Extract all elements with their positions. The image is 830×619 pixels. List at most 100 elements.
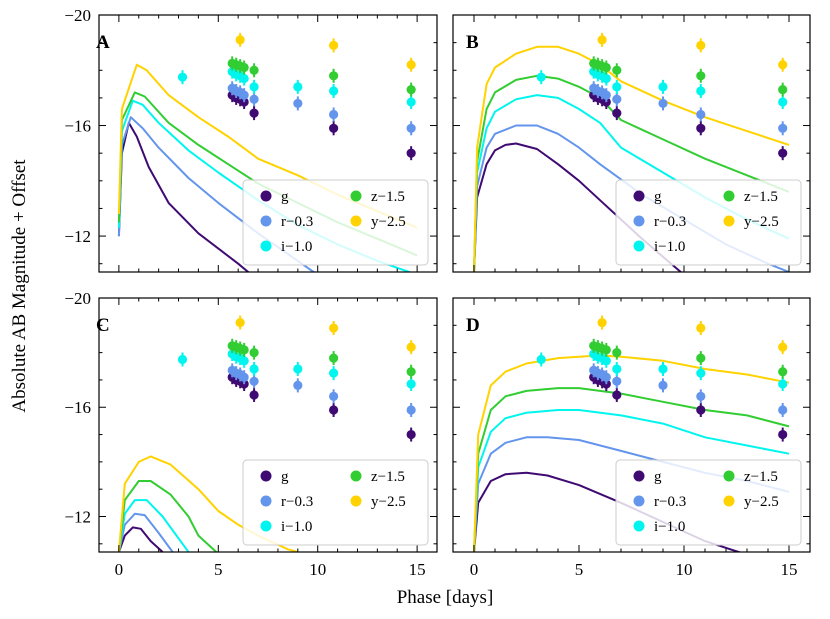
data-point-r: [601, 372, 611, 382]
data-point-y: [696, 323, 706, 333]
data-point-i: [601, 356, 611, 366]
data-point-r: [601, 90, 611, 100]
data-point-i: [239, 356, 249, 366]
data-point-z: [329, 71, 339, 81]
data-point-r: [249, 94, 259, 104]
data-point-g: [249, 390, 259, 400]
legend-label-r: r−0.3: [654, 494, 686, 510]
panel-D: 0 5 10 15 Dg r−0.3 i−1.0 z−1.5 y−2.5: [452, 297, 811, 579]
data-point-g: [696, 405, 706, 415]
data-point-i: [536, 354, 546, 365]
data-point-y: [406, 342, 416, 352]
panel-A: −20 −16 −12 Ag r−0.3 i−1.0 z−1.5 y−2.5: [64, 6, 438, 273]
legend-label-r: r−0.3: [281, 494, 313, 510]
legend-marker-r: [633, 495, 645, 507]
y-tick-label: −16: [64, 117, 91, 136]
legend-label-z: z−1.5: [744, 469, 778, 485]
data-point-r: [406, 123, 416, 133]
data-point-r: [696, 109, 706, 120]
data-point-z: [696, 71, 706, 81]
data-point-r: [329, 109, 339, 120]
data-point-r: [329, 391, 339, 401]
data-point-i: [696, 368, 706, 378]
data-point-y: [329, 40, 339, 50]
model-curve-z: [117, 480, 217, 552]
x-axis-label: Phase [days]: [397, 587, 494, 608]
x-tick-label: 10: [676, 560, 693, 579]
legend-marker-i: [633, 240, 645, 252]
data-point-y: [235, 35, 245, 45]
data-point-g: [778, 148, 788, 158]
data-point-z: [612, 65, 622, 75]
y-tick-label: −20: [64, 6, 91, 25]
legend-label-g: g: [281, 469, 289, 485]
data-point-r: [239, 372, 249, 382]
data-point-i: [177, 72, 188, 82]
x-tick-label: 5: [575, 560, 584, 579]
legend-label-i: i−1.0: [654, 239, 685, 255]
model-curve-g: [473, 142, 683, 272]
data-point-r: [778, 405, 788, 415]
data-point-i: [696, 86, 706, 96]
data-point-y: [597, 317, 607, 328]
x-tick-label: 15: [409, 560, 426, 579]
legend-marker-z: [350, 190, 362, 202]
legend-marker-y: [350, 495, 362, 507]
legend-label-r: r−0.3: [654, 214, 686, 230]
legend-label-y: y−2.5: [371, 214, 406, 230]
legend: g r−0.3 i−1.0 z−1.5 y−2.5: [242, 179, 429, 266]
panel-C: −20 −16 −12 0 5 10 15 Cg r−0.3 i−1.0 z−1.5 y−2.5: [64, 289, 438, 579]
x-tick-label: 15: [781, 560, 798, 579]
data-point-r: [778, 123, 788, 133]
legend-label-i: i−1.0: [281, 519, 312, 535]
data-point-i: [329, 368, 339, 378]
data-point-i: [177, 354, 188, 365]
data-point-z: [601, 345, 611, 355]
data-point-r: [293, 380, 303, 390]
legend-label-y: y−2.5: [744, 494, 779, 510]
legend-marker-r: [260, 495, 272, 507]
x-tick-label: 0: [115, 560, 124, 579]
legend: g r−0.3 i−1.0 z−1.5 y−2.5: [242, 459, 429, 546]
data-point-z: [249, 65, 259, 75]
data-point-g: [778, 429, 788, 440]
plot-area: [473, 32, 790, 272]
y-tick-label: −16: [64, 398, 91, 417]
legend-marker-g: [633, 190, 645, 202]
data-point-z: [406, 85, 416, 95]
data-point-r: [239, 90, 249, 100]
data-point-z: [239, 345, 249, 355]
model-curve-z: [473, 387, 790, 552]
legend-label-r: r−0.3: [281, 214, 313, 230]
legend-marker-g: [260, 190, 272, 202]
data-point-g: [612, 108, 622, 118]
data-point-i: [249, 364, 259, 374]
panel-frame: [98, 14, 438, 273]
legend-marker-i: [260, 240, 272, 252]
data-point-i: [293, 364, 303, 374]
data-point-i: [406, 379, 416, 389]
data-point-i: [778, 97, 788, 107]
data-point-i: [601, 73, 611, 84]
data-point-i: [293, 82, 303, 92]
y-tick-label: −12: [64, 227, 91, 246]
legend-marker-y: [350, 215, 362, 227]
legend: g r−0.3 i−1.0 z−1.5 y−2.5: [615, 459, 802, 546]
data-point-z: [601, 62, 611, 73]
legend-marker-z: [723, 470, 735, 482]
y-axis-label: Absolute AB Magnitude + Offset: [9, 159, 30, 413]
data-point-i: [612, 364, 622, 374]
y-tick-label: −12: [64, 507, 91, 526]
data-point-i: [658, 364, 668, 374]
legend-marker-i: [260, 520, 272, 532]
model-curve-i: [473, 409, 790, 552]
data-point-r: [658, 98, 668, 109]
legend-label-i: i−1.0: [654, 519, 685, 535]
data-point-i: [778, 379, 788, 389]
data-point-i: [239, 73, 249, 84]
data-point-i: [612, 82, 622, 92]
data-point-z: [778, 367, 788, 377]
legend: g r−0.3 i−1.0 z−1.5 y−2.5: [615, 179, 802, 266]
panel-label: B: [466, 32, 479, 53]
panel-B: Bg r−0.3 i−1.0 z−1.5 y−2.5: [452, 14, 811, 273]
